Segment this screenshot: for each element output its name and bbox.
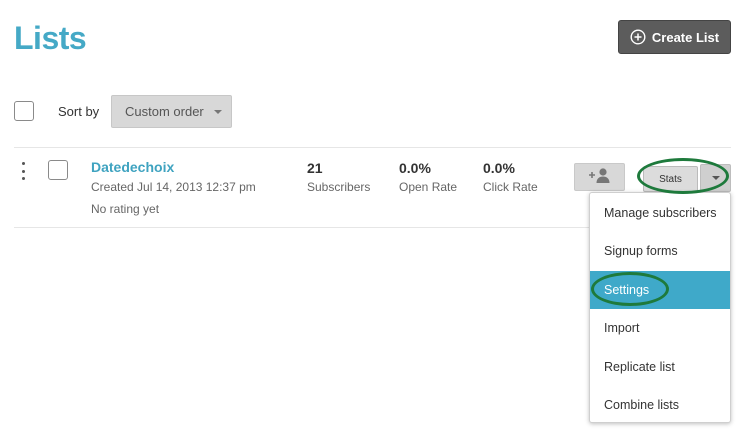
divider-top: [14, 147, 731, 148]
chevron-down-icon: [213, 109, 222, 114]
sort-select[interactable]: Custom order: [111, 95, 232, 128]
select-all-checkbox[interactable]: [14, 101, 34, 121]
menu-item-combine-lists[interactable]: Combine lists: [604, 398, 680, 412]
sort-label: Sort by: [58, 104, 100, 119]
page-title: Lists: [14, 20, 87, 56]
stats-dropdown-toggle[interactable]: [700, 164, 731, 192]
menu-item-import[interactable]: Import: [604, 321, 640, 336]
subscribers-value: 21: [307, 160, 323, 176]
menu-item-manage-subscribers[interactable]: Manage subscribers: [604, 206, 717, 220]
subscribers-label: Subscribers: [307, 180, 371, 194]
click-rate-stat: 0.0% Click Rate: [483, 160, 538, 194]
list-name-link[interactable]: Datedechoix: [91, 159, 175, 175]
menu-item-replicate-list[interactable]: Replicate list: [604, 359, 675, 374]
divider-bottom: [14, 227, 731, 228]
kebab-menu-icon[interactable]: [21, 162, 25, 180]
list-created-date: Created Jul 14, 2013 12:37 pm: [91, 180, 256, 194]
menu-item-signup-forms[interactable]: Signup forms: [604, 244, 678, 259]
add-subscriber-button[interactable]: [574, 163, 625, 191]
create-list-button[interactable]: Create List: [618, 20, 731, 54]
list-actions-menu: Manage subscribers Signup forms Settings Im…: [589, 192, 731, 423]
row-checkbox[interactable]: [48, 160, 68, 180]
menu-item-settings[interactable]: Settings: [590, 270, 730, 309]
stats-button[interactable]: Stats: [643, 166, 698, 192]
create-list-label: Create List: [651, 29, 720, 45]
open-rate-stat: 0.0% Open Rate: [399, 160, 457, 194]
add-person-icon: [588, 167, 612, 188]
plus-circle-icon: [630, 29, 646, 45]
click-rate-value: 0.0%: [483, 160, 515, 176]
open-rate-label: Open Rate: [399, 180, 458, 194]
subscribers-stat: 21 Subscribers: [307, 160, 370, 194]
click-rate-label: Click Rate: [483, 180, 538, 194]
sort-select-value: Custom order: [125, 104, 204, 119]
list-rating: No rating yet: [91, 202, 160, 216]
open-rate-value: 0.0%: [399, 160, 431, 176]
caret-down-icon: [711, 176, 720, 180]
